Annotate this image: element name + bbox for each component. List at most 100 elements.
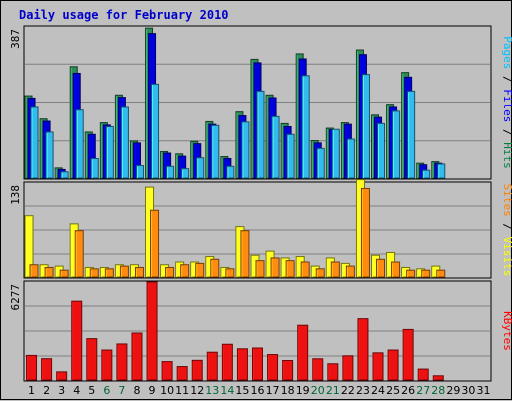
chart-title: Daily usage for February 2010 <box>19 8 229 22</box>
bar-sites-day-9 <box>150 209 160 278</box>
bar-body <box>44 266 54 278</box>
bar-pages-day-24 <box>377 122 386 179</box>
bar-body <box>166 165 175 179</box>
bar-body <box>195 262 205 278</box>
legend-item: / <box>501 217 512 237</box>
bar-body <box>191 359 203 381</box>
bar-body <box>286 133 295 179</box>
bar-sites-day-11 <box>180 264 190 278</box>
x-tick-label-day-13: 13 <box>205 384 219 397</box>
x-tick-label-day-10: 10 <box>160 384 174 397</box>
bar-pages-day-12 <box>196 157 205 179</box>
bar-sites-day-18 <box>285 260 295 278</box>
bar-kbytes-day-22 <box>342 355 354 381</box>
x-tick-label-day-29: 29 <box>446 384 460 397</box>
x-tick-label-day-25: 25 <box>386 384 400 397</box>
bar-body <box>267 354 279 381</box>
x-tick-label-day-1: 1 <box>28 384 35 397</box>
bar-body <box>357 318 369 381</box>
bar-body <box>330 261 340 278</box>
bar-body <box>105 125 114 179</box>
bar-kbytes-day-3 <box>56 371 68 381</box>
legend: KBytes <box>501 311 512 351</box>
bar-sites-day-17 <box>270 257 280 278</box>
bar-body <box>211 124 220 179</box>
bar-sites-day-26 <box>406 269 416 278</box>
bar-body <box>406 269 416 278</box>
bar-sites-day-15 <box>240 230 250 278</box>
bar-body <box>210 258 220 278</box>
bar-sites-day-13 <box>210 258 220 278</box>
bar-kbytes-day-21 <box>327 363 339 381</box>
bar-body <box>407 90 416 179</box>
bar-body <box>376 258 386 278</box>
bar-sites-day-27 <box>421 269 431 278</box>
bar-body <box>150 209 160 278</box>
bar-pages-day-20 <box>316 147 325 179</box>
bar-body <box>361 74 370 179</box>
bar-body <box>315 268 325 278</box>
bar-kbytes-day-25 <box>387 349 399 381</box>
bar-pages-day-6 <box>105 125 114 179</box>
legend-item: Visits <box>501 237 512 277</box>
bar-sites-day-14 <box>225 268 235 278</box>
bar-body <box>221 343 233 381</box>
bar-body <box>180 264 190 278</box>
x-tick-label-day-26: 26 <box>401 384 415 397</box>
bar-body <box>255 260 265 278</box>
bar-body <box>104 268 114 278</box>
bar-sites-day-22 <box>345 265 355 278</box>
bar-pages-day-4 <box>75 109 84 179</box>
bar-sites-day-8 <box>134 266 144 278</box>
bar-pages-day-28 <box>437 163 446 179</box>
legend: Sites / Visits <box>501 184 512 277</box>
bar-body <box>176 366 188 381</box>
bar-kbytes-day-18 <box>282 359 294 381</box>
legend-item: Hits <box>501 142 512 169</box>
bar-sites-day-23 <box>360 187 370 278</box>
bar-visits-day-1 <box>24 215 34 278</box>
legend-item: / <box>501 122 512 142</box>
bar-pages-day-1 <box>30 106 39 179</box>
bar-kbytes-day-23 <box>357 318 369 381</box>
bar-body <box>30 106 39 179</box>
bar-body <box>24 215 34 278</box>
bar-body <box>131 332 143 381</box>
bar-kbytes-day-11 <box>176 366 188 381</box>
bar-pages-day-18 <box>286 133 295 179</box>
bar-pages-day-3 <box>60 171 69 179</box>
y-max-label: 138 <box>9 185 22 205</box>
bar-sites-day-3 <box>59 269 69 278</box>
bar-body <box>421 269 431 278</box>
bar-body <box>271 115 280 179</box>
x-tick-label-day-7: 7 <box>118 384 125 397</box>
bar-sites-day-5 <box>89 268 99 278</box>
bar-kbytes-day-9 <box>146 281 158 381</box>
x-tick-label-day-3: 3 <box>58 384 65 397</box>
bar-body <box>161 361 173 381</box>
bar-body <box>86 338 98 381</box>
bar-kbytes-day-13 <box>206 351 218 381</box>
bar-body <box>89 268 99 278</box>
bar-body <box>372 352 384 381</box>
x-tick-label-day-22: 22 <box>341 384 355 397</box>
bar-pages-day-17 <box>271 115 280 179</box>
x-tick-label-day-17: 17 <box>266 384 280 397</box>
bar-kbytes-day-28 <box>432 375 444 381</box>
bar-body <box>120 106 129 179</box>
bar-kbytes-day-10 <box>161 361 173 381</box>
bar-body <box>119 265 129 278</box>
bar-pages-day-14 <box>226 165 235 179</box>
bar-body <box>377 122 386 179</box>
x-tick-label-day-30: 30 <box>461 384 475 397</box>
x-tick-label-day-5: 5 <box>88 384 95 397</box>
bar-kbytes-day-6 <box>101 349 113 381</box>
bar-body <box>437 163 446 179</box>
bar-body <box>60 171 69 179</box>
y-max-label: 387 <box>9 29 22 49</box>
bar-body <box>225 268 235 278</box>
x-tick-label-day-6: 6 <box>103 384 110 397</box>
x-tick-label-day-9: 9 <box>149 384 156 397</box>
bar-body <box>71 300 83 381</box>
